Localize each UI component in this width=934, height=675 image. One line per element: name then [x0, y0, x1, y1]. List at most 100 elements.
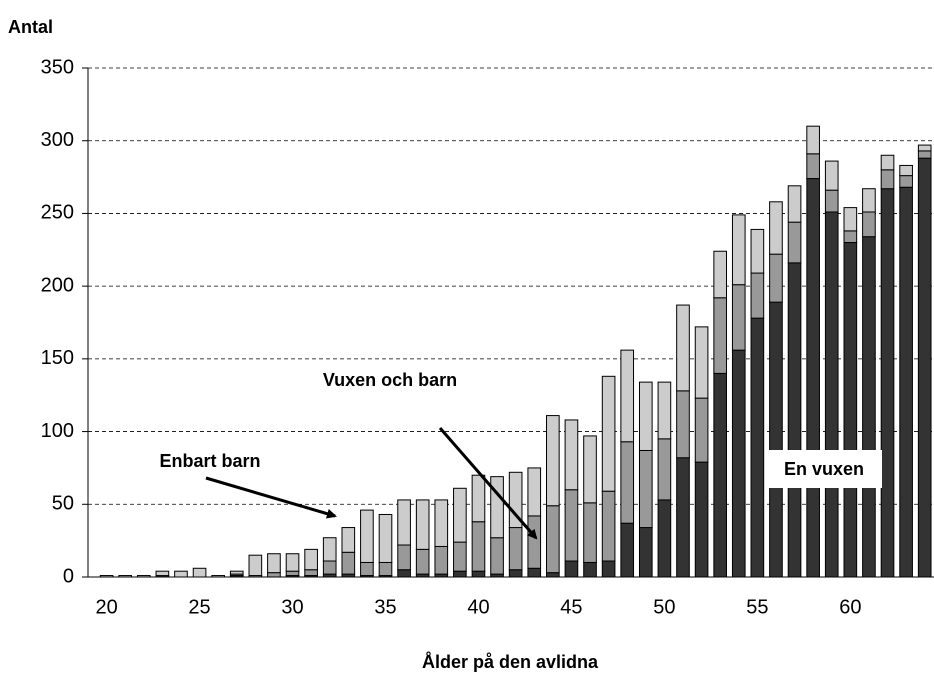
- x-tick-label: 25: [188, 596, 210, 618]
- bar-segment: [620, 441, 635, 524]
- bar-segment: [862, 236, 876, 578]
- bar-segment: [415, 499, 430, 550]
- bar-segment: [601, 375, 616, 492]
- bar-segment: [638, 527, 653, 578]
- annotation: Enbart barn: [159, 451, 261, 471]
- bar-segment: [248, 554, 263, 577]
- bar-segment: [434, 499, 449, 547]
- bar-segment: [824, 160, 839, 191]
- bar-segment: [713, 372, 727, 578]
- bar-segment: [341, 527, 356, 553]
- x-tick-label: 35: [374, 596, 396, 618]
- bar-segment: [676, 457, 690, 578]
- bar-segment: [415, 548, 430, 575]
- bar-segment: [917, 157, 932, 578]
- bar-segment: [731, 349, 746, 578]
- bar-segment: [917, 144, 932, 152]
- bar-segment: [192, 567, 207, 578]
- bar-segment: [285, 570, 300, 577]
- bar-segment: [657, 438, 672, 501]
- bar-segment: [583, 435, 597, 504]
- bar-segment: [304, 548, 318, 571]
- bar-segment: [583, 502, 597, 563]
- bar-segment: [862, 211, 876, 238]
- bar-segment: [229, 570, 244, 575]
- bar-segment: [843, 242, 858, 578]
- bar-segment: [750, 228, 765, 274]
- bar-segment: [453, 541, 467, 572]
- bar-segment: [638, 381, 653, 451]
- y-tick-label: 150: [41, 347, 74, 369]
- x-tick-label: 20: [95, 596, 117, 618]
- y-tick-label: 350: [41, 56, 74, 78]
- x-tick-label: 30: [281, 596, 303, 618]
- bar-segment: [676, 390, 690, 459]
- bar-segment: [527, 515, 542, 569]
- bar-segment: [694, 326, 709, 399]
- bar-segment: [657, 381, 672, 440]
- bar-segment: [731, 214, 746, 286]
- bar-segment: [527, 567, 542, 578]
- bar-segment: [546, 415, 560, 507]
- bar-segment: [806, 153, 820, 180]
- bar-segment: [471, 570, 486, 578]
- bar-segment: [508, 527, 523, 571]
- bar-segment: [787, 221, 802, 264]
- y-tick-label: 0: [63, 565, 74, 587]
- bar-segment: [322, 537, 337, 562]
- bar-segment: [397, 499, 411, 546]
- bar-segment: [620, 522, 635, 578]
- bar-segment: [434, 545, 449, 575]
- y-tick-label: 300: [41, 129, 74, 151]
- bar-segment: [676, 304, 690, 392]
- bar-segment: [769, 201, 783, 255]
- bar-segment: [750, 272, 765, 319]
- bar-segment: [880, 154, 895, 171]
- bar-segment: [508, 471, 523, 529]
- bar-segment: [787, 185, 802, 223]
- bar-segment: [583, 561, 597, 578]
- bar-segment: [508, 569, 523, 578]
- y-axis-label: Antal: [8, 17, 53, 37]
- annotation: Vuxen och barn: [322, 370, 458, 390]
- bar-segment: [490, 476, 504, 539]
- bar-segment: [731, 284, 746, 351]
- bar-segment: [899, 186, 913, 578]
- bar-segment: [564, 489, 579, 562]
- bar-segment: [843, 207, 858, 232]
- bar-segment: [453, 570, 467, 578]
- label-box: [766, 450, 882, 488]
- y-tick-label: 200: [41, 274, 74, 296]
- bar-segment: [304, 569, 318, 577]
- bar-segment: [806, 178, 820, 578]
- bar-segment: [750, 317, 765, 578]
- bar-segment: [397, 569, 411, 578]
- y-tick-label: 50: [52, 493, 74, 515]
- y-tick-label: 250: [41, 202, 74, 224]
- x-tick-label: 45: [560, 596, 582, 618]
- bar-segment: [843, 230, 858, 244]
- bar-segment: [546, 505, 560, 574]
- x-tick-label: 50: [653, 596, 675, 618]
- bar-segment: [899, 164, 913, 177]
- bar-segment: [694, 461, 709, 578]
- x-tick-label: 40: [467, 596, 489, 618]
- bar-segment: [917, 150, 932, 159]
- bar-segment: [267, 553, 281, 574]
- bar-segment: [378, 561, 393, 577]
- bar-segment: [397, 544, 411, 571]
- bar-segment: [657, 499, 672, 578]
- bar-segment: [769, 253, 783, 303]
- x-tick-label: 60: [839, 596, 861, 618]
- bar-segment: [360, 561, 374, 577]
- bar-segment: [471, 521, 486, 572]
- x-tick-label: 55: [746, 596, 768, 618]
- bar-segment: [638, 449, 653, 529]
- bar-segment: [787, 262, 802, 578]
- bar-segment: [713, 297, 727, 374]
- bar-segment: [378, 513, 393, 563]
- bar-segment: [564, 419, 579, 491]
- bar-segment: [322, 560, 337, 575]
